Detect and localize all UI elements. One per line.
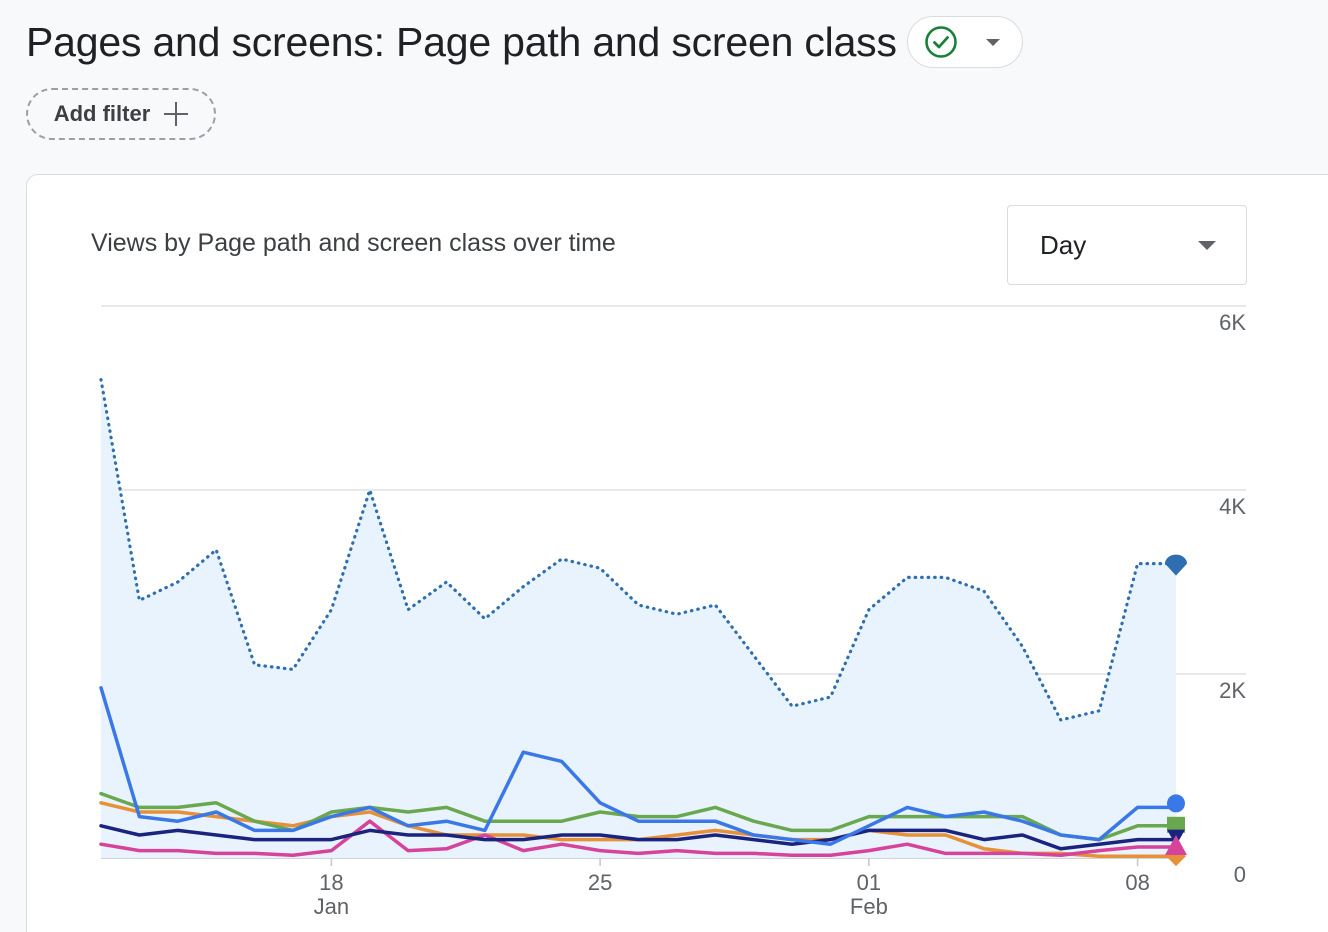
x-tick-label: 08 [1125, 870, 1149, 895]
series-marker-series-5 [1165, 834, 1187, 855]
series-marker-series-1 [1167, 794, 1185, 813]
y-tick-label: 4K [1219, 494, 1246, 519]
series-line-series-3 [99, 824, 1178, 851]
granularity-value: Day [1040, 229, 1087, 260]
title-row: Pages and screens: Page path and screen … [26, 14, 1023, 70]
y-tick-label: 6K [1219, 310, 1246, 335]
add-filter-button[interactable]: Add filter [26, 88, 216, 140]
status-dropdown[interactable] [906, 16, 1023, 68]
chevron-down-icon [985, 38, 1000, 46]
chevron-down-icon [1198, 240, 1216, 250]
chart-title: Views by Page path and screen class over… [91, 229, 616, 257]
plus-icon [164, 102, 189, 126]
y-tick-label: 2K [1219, 678, 1246, 703]
x-tick-month-label: Feb [850, 894, 888, 919]
series-line-series-1 [99, 686, 1178, 846]
y-tick-label: 0 [1234, 862, 1246, 887]
page-title: Pages and screens: Page path and screen … [26, 19, 897, 65]
x-tick-month-label: Jan [314, 894, 349, 919]
add-filter-label: Add filter [53, 101, 151, 126]
series-marker-series-2 [1167, 816, 1185, 833]
series-marker-total [1165, 554, 1187, 576]
granularity-select[interactable]: Day [1007, 205, 1247, 285]
x-tick-label: 25 [588, 870, 612, 895]
x-tick-label: 01 [857, 870, 881, 895]
total-series-area [101, 379, 1176, 858]
check-circle-icon [924, 26, 957, 58]
series-line-series-5 [99, 819, 1178, 857]
x-tick-label: 18 [319, 870, 343, 895]
